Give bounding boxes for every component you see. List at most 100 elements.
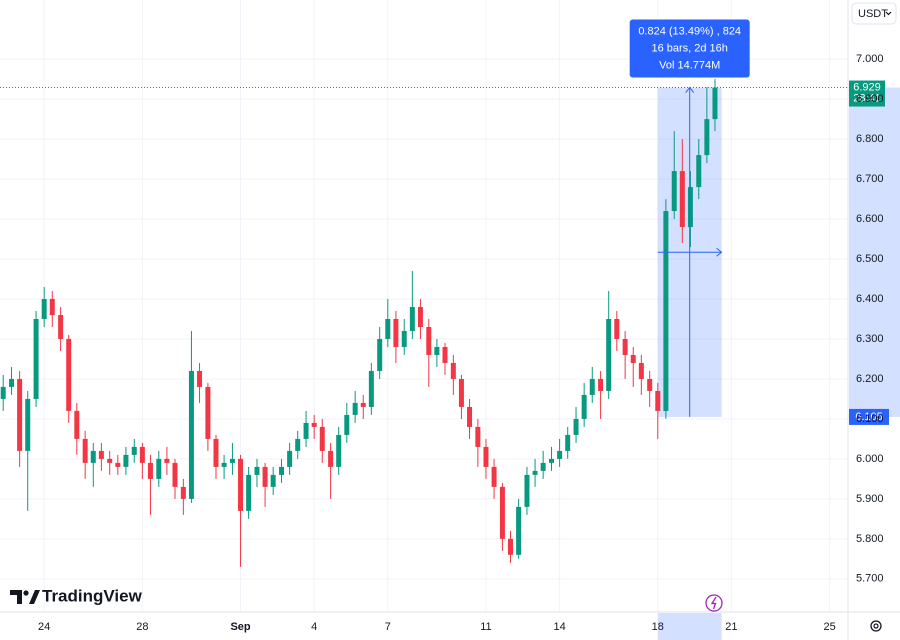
- measure-time-highlight: [657, 613, 722, 640]
- candle-body: [581, 394, 587, 419]
- candle-body: [426, 326, 432, 355]
- candle-body: [33, 318, 39, 399]
- x-tick-label: 21: [725, 621, 737, 633]
- candle-body: [131, 446, 137, 455]
- candle-body: [107, 458, 113, 463]
- candle-body: [524, 474, 530, 507]
- x-tick-label: 14: [553, 621, 565, 633]
- candle-body: [483, 446, 489, 467]
- candle-body: [279, 466, 285, 475]
- candle-body: [262, 466, 268, 487]
- logo-dot[interactable]: [23, 590, 29, 596]
- candle-body: [344, 414, 350, 435]
- candle-body: [409, 306, 415, 331]
- candle-body: [549, 458, 555, 463]
- dropdown-caret[interactable]: [885, 11, 892, 16]
- settings-button[interactable]: [870, 620, 882, 632]
- x-tick-label: 18: [652, 621, 664, 633]
- candle-body: [467, 406, 473, 427]
- measure-arrowhead: [685, 86, 695, 93]
- x-tick-label: 25: [823, 621, 835, 633]
- y-tick-label: 5.800: [856, 533, 884, 545]
- axes: 5.700 5.800 5.900 6.000 6.100 6.200 6.300 6.400…: [38, 53, 883, 633]
- candle-body: [66, 338, 72, 411]
- candle-body: [74, 410, 80, 439]
- replay-button[interactable]: [705, 594, 723, 612]
- candle-body: [655, 390, 661, 411]
- x-tick-label: 4: [311, 621, 317, 633]
- x-tick-label: 24: [38, 621, 50, 633]
- logo-mark[interactable]: [10, 590, 22, 604]
- y-tick-label: 5.900: [856, 493, 884, 505]
- x-tick-label: 28: [136, 621, 148, 633]
- candle-body: [49, 299, 55, 315]
- candle-body: [458, 378, 464, 407]
- currency-label[interactable]: USDT: [858, 8, 888, 20]
- candle-body: [139, 446, 145, 463]
- y-tick-label: 6.800: [856, 133, 884, 145]
- candle-body: [360, 402, 366, 407]
- countdown-label: 28:41: [853, 92, 881, 104]
- measure-arrowhead: [716, 247, 723, 257]
- candle-body: [622, 338, 628, 355]
- candle-body: [188, 370, 194, 499]
- candle-body: [221, 462, 227, 467]
- candle-body: [311, 422, 317, 427]
- currency-button[interactable]: USDT: [851, 2, 897, 25]
- candle-body: [58, 314, 64, 339]
- measure-price-highlight: [849, 87, 900, 417]
- currency-button-frame[interactable]: [851, 2, 897, 25]
- candle-body: [589, 378, 595, 395]
- candle-body: [197, 370, 203, 387]
- candle-body: [17, 378, 23, 451]
- candle-body: [647, 378, 653, 391]
- settings-icon[interactable]: [870, 620, 882, 632]
- candle-body: [401, 330, 407, 347]
- candle-body: [205, 386, 211, 439]
- candle-body: [557, 450, 563, 459]
- last-price-label: 6.929: [853, 81, 881, 93]
- settings-icon[interactable]: [873, 623, 879, 629]
- logo-mark[interactable]: [29, 590, 40, 604]
- y-tick-label: 6.600: [856, 213, 884, 225]
- measure-start-label: 6.105: [855, 411, 883, 423]
- x-tick-label: 7: [385, 621, 391, 633]
- candle-body: [704, 119, 710, 156]
- candle-body: [41, 299, 47, 319]
- candle-body: [442, 346, 448, 363]
- candle-body: [385, 318, 391, 339]
- candle-body: [229, 458, 235, 463]
- candle-body: [368, 370, 374, 407]
- y-tick-label: 6.200: [856, 373, 884, 385]
- replay-icon[interactable]: [705, 594, 723, 612]
- candle-body: [573, 418, 579, 435]
- candle-body: [663, 211, 669, 411]
- candle-body: [630, 354, 636, 363]
- y-tick-label: 6.400: [856, 293, 884, 305]
- candle-body: [679, 171, 685, 228]
- measure-tooltip: [629, 19, 750, 78]
- x-tick-label: 11: [480, 621, 491, 633]
- candle-body: [90, 450, 96, 463]
- candle-body: [164, 458, 170, 463]
- brand-name[interactable]: TradingView: [42, 586, 143, 605]
- candle-body: [352, 402, 358, 415]
- candle-body: [671, 171, 677, 212]
- brand-logo[interactable]: TradingView: [10, 586, 143, 605]
- candle-body: [491, 466, 497, 487]
- candle-body: [0, 386, 6, 399]
- candle-body: [393, 318, 399, 347]
- replay-icon[interactable]: [710, 596, 717, 610]
- candle-body: [614, 318, 620, 339]
- candle-body: [598, 378, 604, 391]
- candle-body: [172, 462, 178, 487]
- candle-body: [516, 506, 522, 555]
- last-price-label-bg: [849, 80, 885, 107]
- candle-body: [9, 378, 15, 387]
- candle-body: [123, 454, 129, 467]
- candle-body: [328, 450, 334, 467]
- candle-body: [540, 462, 546, 471]
